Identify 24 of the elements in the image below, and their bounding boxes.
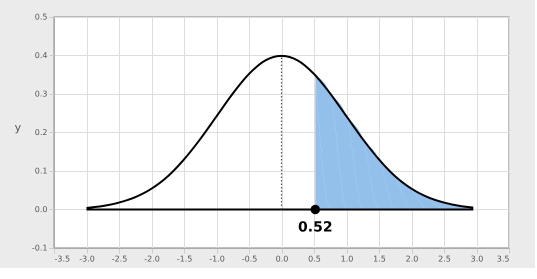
x-tick-label: -1.0 <box>209 254 225 264</box>
x-tick-label: -2.5 <box>112 254 128 264</box>
x-tick-label: 3.0 <box>470 254 484 264</box>
x-tick-label: 1.0 <box>340 254 354 264</box>
y-tick-label: 0.5 <box>34 12 48 22</box>
y-axis-title: y <box>14 121 22 134</box>
y-tick-label: -0.1 <box>32 244 48 252</box>
x-tick-label: -0.5 <box>242 254 258 264</box>
x-tick-label: 0.5 <box>308 254 321 264</box>
x-tick-label: 0.0 <box>276 254 288 264</box>
x-tick-label: 2.0 <box>406 254 418 264</box>
x-tick-label: -2.0 <box>144 254 160 264</box>
x-tick-label: -3.5 <box>54 254 70 264</box>
y-tick-label: 0.1 <box>34 166 48 176</box>
x-tick-label: 2.5 <box>438 254 451 264</box>
x-tick-label: -1.5 <box>176 254 192 264</box>
y-tick-label: 0.3 <box>34 90 48 98</box>
y-tick-label: 0.4 <box>34 51 48 60</box>
x-tick-label: -3.0 <box>79 254 95 264</box>
y-tick-label: 0.0 <box>34 205 48 214</box>
x-tick-label: 3.5 <box>496 254 510 264</box>
x-tick-label: 1.5 <box>373 254 386 264</box>
annotation: 0.52 <box>298 220 333 236</box>
y-tick-label: 0.2 <box>34 128 48 137</box>
